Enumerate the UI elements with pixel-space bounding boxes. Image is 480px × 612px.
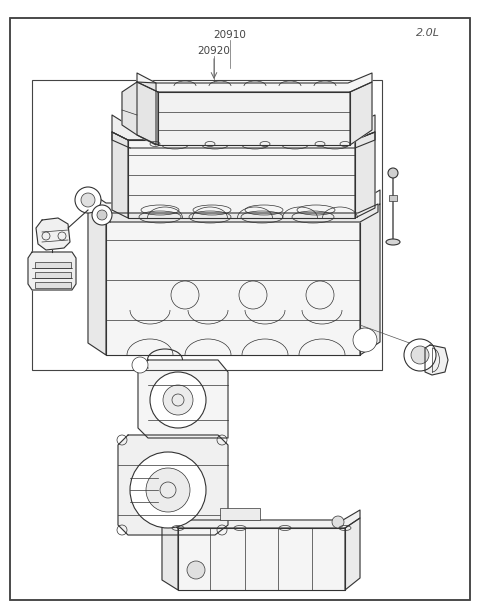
Polygon shape bbox=[158, 92, 350, 145]
Polygon shape bbox=[355, 132, 375, 218]
Polygon shape bbox=[88, 190, 380, 216]
Circle shape bbox=[353, 328, 377, 352]
Polygon shape bbox=[137, 82, 158, 145]
Polygon shape bbox=[350, 82, 372, 145]
Text: 20920: 20920 bbox=[198, 46, 230, 56]
Text: 20910: 20910 bbox=[214, 30, 246, 40]
Circle shape bbox=[404, 339, 436, 371]
Polygon shape bbox=[345, 518, 360, 590]
Circle shape bbox=[411, 346, 429, 364]
Bar bbox=[220, 508, 260, 520]
Polygon shape bbox=[425, 345, 448, 375]
Bar bbox=[32, 80, 382, 370]
Circle shape bbox=[388, 168, 398, 178]
Polygon shape bbox=[137, 73, 372, 92]
Polygon shape bbox=[138, 360, 228, 438]
Circle shape bbox=[130, 452, 206, 528]
Polygon shape bbox=[106, 216, 360, 355]
Circle shape bbox=[150, 372, 206, 428]
Polygon shape bbox=[36, 218, 70, 250]
Circle shape bbox=[187, 561, 205, 579]
Circle shape bbox=[92, 205, 112, 225]
Polygon shape bbox=[118, 435, 228, 535]
Polygon shape bbox=[162, 510, 360, 528]
Circle shape bbox=[132, 357, 148, 373]
Circle shape bbox=[163, 385, 193, 415]
Polygon shape bbox=[178, 528, 345, 590]
Text: 2.0L: 2.0L bbox=[416, 28, 440, 38]
Bar bbox=[35, 282, 71, 288]
Circle shape bbox=[97, 210, 107, 220]
Polygon shape bbox=[92, 204, 378, 222]
Polygon shape bbox=[162, 518, 178, 590]
Polygon shape bbox=[112, 115, 375, 140]
Circle shape bbox=[81, 193, 95, 207]
Ellipse shape bbox=[386, 239, 400, 245]
Circle shape bbox=[146, 468, 190, 512]
Bar bbox=[389, 195, 397, 201]
Bar bbox=[35, 262, 71, 268]
Polygon shape bbox=[88, 204, 106, 355]
Polygon shape bbox=[128, 140, 355, 218]
Polygon shape bbox=[122, 82, 156, 145]
Polygon shape bbox=[112, 132, 375, 148]
Bar bbox=[35, 272, 71, 278]
Polygon shape bbox=[112, 132, 128, 218]
Circle shape bbox=[75, 187, 101, 213]
Circle shape bbox=[332, 516, 344, 528]
Polygon shape bbox=[360, 204, 380, 355]
Polygon shape bbox=[28, 252, 76, 290]
